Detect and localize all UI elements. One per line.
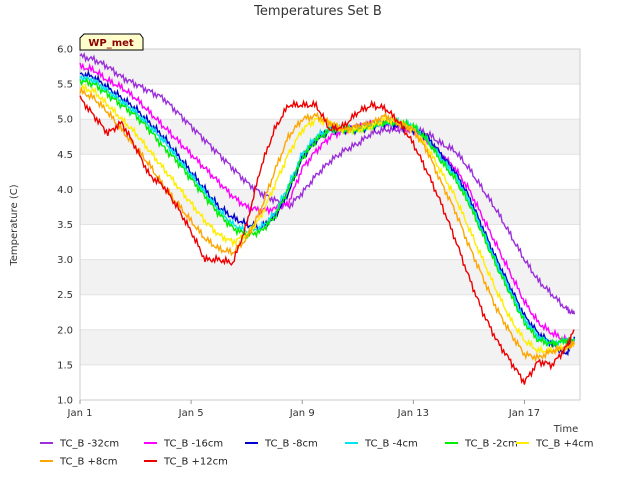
series-line [79, 62, 576, 348]
y-tick-label: 5.5 [57, 80, 73, 91]
legend-label: TC_B -4cm [364, 439, 418, 450]
x-tick-label: Jan 13 [397, 408, 429, 419]
x-axis-label: Time [553, 424, 578, 435]
station-badge-shape [79, 33, 144, 51]
legend-label: TC_B -2cm [464, 439, 518, 450]
x-tick-label: Jan 9 [289, 408, 315, 419]
station-badge: WP_met [79, 33, 144, 51]
grid-band [80, 329, 580, 365]
y-axis-label: Temperature (C) [9, 184, 20, 266]
x-tick-label: Jan 5 [178, 408, 204, 419]
series-line [79, 95, 575, 385]
series-lines [79, 51, 576, 385]
x-tick-label: Jan 1 [67, 408, 93, 419]
chart-title: Temperatures Set B [253, 4, 382, 19]
y-tick-label: 4.5 [57, 150, 73, 161]
y-axis-ticks: 1.0 1.5 2.0 2.5 3.0 3.5 4.0 4.5 5.0 5.5 6.0 [57, 45, 73, 407]
y-tick-label: 4.0 [57, 185, 73, 196]
legend-label: TC_B -16cm [163, 439, 223, 450]
grid-band [80, 49, 580, 85]
series-line [79, 82, 576, 355]
series-line [79, 51, 576, 315]
station-badge-label: WP_met [88, 38, 134, 49]
legend: TC_B -32cm TC_B -16cm TC_B -8cm TC_B -4cm TC… [40, 439, 594, 468]
y-tick-label: 2.0 [57, 325, 73, 336]
y-tick-label: 6.0 [57, 45, 73, 56]
grid-band [80, 189, 580, 225]
legend-label: TC_B +8cm [59, 457, 118, 468]
legend-label: TC_B +4cm [535, 439, 594, 450]
grid-bands [80, 49, 580, 366]
x-tick-label: Jan 17 [508, 408, 540, 419]
y-tick-label: 2.5 [57, 290, 73, 301]
legend-label: TC_B +12cm [163, 457, 228, 468]
plot-frame [79, 48, 581, 401]
x-axis-ticks: Jan 1 Jan 5 Jan 9 Jan 13 Jan 17 [67, 400, 540, 419]
legend-label: TC_B -32cm [59, 439, 119, 450]
y-tick-label: 1.0 [57, 396, 73, 407]
legend-label: TC_B -8cm [264, 439, 318, 450]
y-tick-label: 5.0 [57, 115, 73, 126]
y-tick-label: 1.5 [57, 360, 73, 371]
y-tick-label: 3.0 [57, 255, 73, 266]
y-tick-label: 3.5 [57, 220, 73, 231]
